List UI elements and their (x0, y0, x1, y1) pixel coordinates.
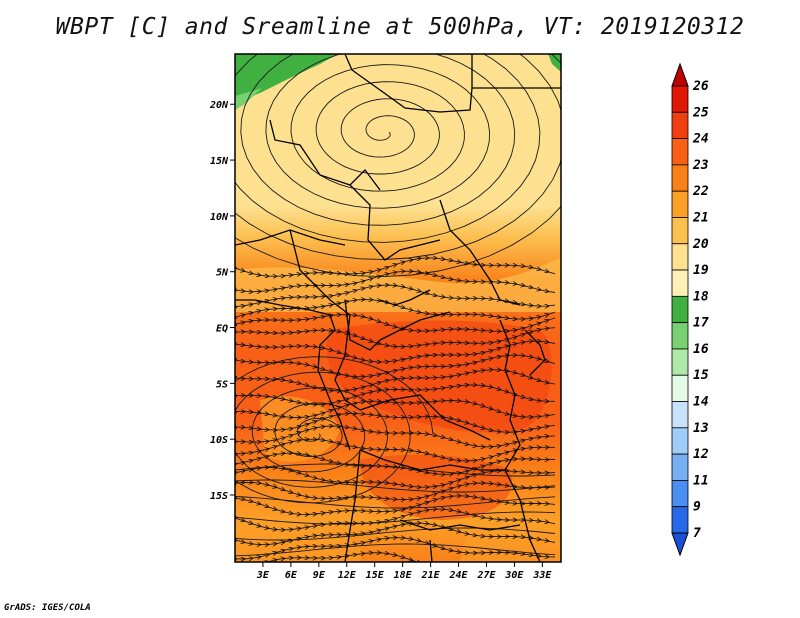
lon-tick-label: 24E (449, 570, 469, 581)
colorbar-label: 23 (692, 158, 709, 173)
colorbar-box (671, 401, 689, 429)
lat-tick-label: EQ (216, 324, 228, 335)
boundaries (235, 54, 561, 562)
colorbar-label: 14 (693, 395, 709, 410)
green-corner-patch (235, 54, 338, 104)
colorbar-label: 11 (693, 473, 709, 488)
country-boundary (344, 54, 473, 113)
map-plot-area (235, 54, 561, 562)
lon-tick-label: 12E (338, 570, 357, 581)
colorbar-label: 12 (693, 447, 709, 462)
latitude-axis: 20N 15N 10N 5N EQ 5S 10S 15S (209, 100, 235, 502)
lon-tick-label: 3E (256, 570, 270, 581)
colorbar-label: 24 (692, 132, 709, 147)
longitude-axis: 3E 6E 9E 12E 15E 18E 21E 24E 27E 30E 33E (256, 562, 552, 581)
colorbar-box (671, 111, 689, 139)
lon-tick-label: 9E (313, 570, 326, 581)
colorbar-label: 25 (692, 105, 709, 120)
lat-tick-label: 15S (210, 491, 228, 502)
streamline (235, 479, 556, 493)
country-boundary (269, 119, 381, 191)
colorbar-box (671, 506, 689, 534)
lon-tick-label: 30E (504, 570, 524, 581)
green-ne-patch (548, 54, 561, 72)
country-boundary (359, 449, 505, 471)
colorbar-box (671, 269, 689, 297)
map-frame (234, 53, 562, 563)
colorbar-box (671, 190, 689, 218)
colorbar-box (671, 348, 689, 376)
streamline (235, 543, 556, 557)
coastline (235, 299, 351, 451)
colorbar-box (671, 427, 689, 455)
lat-tick-label: 15N (210, 156, 229, 167)
colorbar-label: 17 (693, 316, 709, 331)
streamline (235, 463, 556, 477)
country-boundary (289, 229, 351, 316)
lon-tick-label: 6E (285, 570, 298, 581)
streamline (235, 496, 556, 509)
colorbar-top-arrow (671, 62, 689, 87)
colorbar-label: 22 (692, 184, 709, 199)
country-boundary (379, 289, 431, 306)
lat-tick-label: 5N (216, 268, 229, 279)
colorbar-label: 9 (693, 500, 701, 515)
lat-tick-label: 5S (216, 379, 228, 390)
colorbar-label: 13 (693, 421, 709, 436)
country-boundary (439, 199, 521, 306)
colorbar-box (671, 243, 689, 271)
streamline (235, 370, 556, 391)
map-title: WBPT [C] and Sreamline at 500hPa, VT: 20… (55, 14, 745, 40)
northern-cyclone-spiral (235, 54, 561, 278)
colorbar-box (671, 217, 689, 245)
streamlines (235, 54, 561, 562)
colorbar-label: 7 (693, 526, 701, 541)
colorbar-box (671, 453, 689, 481)
lon-tick-label: 27E (476, 570, 496, 581)
colorbar-label: 26 (692, 79, 709, 94)
colorbar-box (671, 164, 689, 192)
colorbar-label: 21 (692, 210, 709, 225)
streamline (235, 511, 556, 525)
country-boundary (344, 449, 361, 562)
colorbar-box (671, 85, 689, 113)
lake-boundary (499, 319, 521, 471)
country-boundary (429, 539, 433, 562)
colorbar-box (671, 322, 689, 350)
streamline (235, 553, 555, 562)
lon-tick-label: 15E (366, 570, 385, 581)
colorbar-box (671, 138, 689, 166)
colorbar-box (671, 480, 689, 508)
colorbar-box (671, 374, 689, 402)
country-boundary (359, 394, 491, 441)
lat-tick-label: 20N (209, 100, 229, 111)
colorbar-box (671, 295, 689, 324)
lon-tick-label: 18E (394, 570, 413, 581)
lon-tick-label: 21E (421, 570, 441, 581)
colorbar-label: 20 (692, 237, 709, 252)
colorbar-bottom-arrow (671, 532, 689, 557)
lon-tick-label: 33E (532, 570, 552, 581)
country-boundary (504, 469, 541, 562)
colorbar-label: 18 (693, 289, 709, 304)
lat-tick-label: 10S (210, 435, 228, 446)
country-boundary (344, 299, 451, 351)
country-boundary (334, 314, 361, 411)
colorbar-label: 19 (693, 263, 709, 278)
grads-credit: GrADS: IGES/COLA (4, 603, 91, 613)
colorbar: 26 25 24 23 22 21 20 19 18 17 16 15 14 13 12 11 9 7 (671, 62, 709, 557)
lat-tick-label: 10N (210, 212, 229, 223)
colorbar-label: 15 (693, 368, 709, 383)
country-boundary (349, 184, 441, 261)
colorbar-label: 16 (693, 342, 709, 357)
lake-boundary (524, 329, 546, 376)
country-boundary (399, 519, 521, 531)
